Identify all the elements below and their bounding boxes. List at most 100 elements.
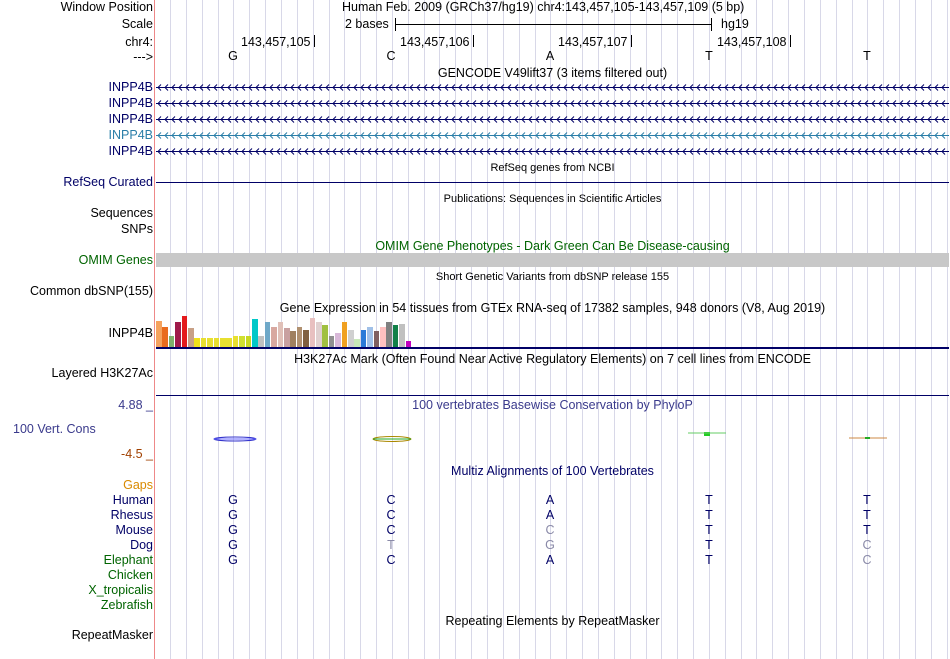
refseq-label[interactable]: RefSeq Curated <box>63 175 153 189</box>
gencode-gene-model[interactable] <box>156 99 949 108</box>
species-label-human[interactable]: Human <box>112 493 153 507</box>
species-label-mouse[interactable]: Mouse <box>115 523 153 537</box>
gtex-tissue-bar[interactable] <box>277 322 284 347</box>
gtex-tissue-bar[interactable] <box>335 333 341 347</box>
gencode-gene-model[interactable] <box>156 115 949 124</box>
gtex-tissue-bar[interactable] <box>392 325 399 347</box>
species-label-elephant[interactable]: Elephant <box>103 553 153 567</box>
gtex-tissue-bar[interactable] <box>264 322 271 347</box>
gtex-tissue-bar[interactable] <box>386 322 392 347</box>
alignment-base: A <box>545 508 555 522</box>
grid-line <box>741 0 742 659</box>
gtex-tissue-bar[interactable] <box>322 325 328 347</box>
grid-line <box>883 0 884 659</box>
gtex-tissue-bar[interactable] <box>354 339 360 347</box>
gencode-gene-model[interactable] <box>156 131 949 140</box>
gtex-tissue-bar[interactable] <box>168 336 175 347</box>
species-label-rhesus[interactable]: Rhesus <box>110 508 153 522</box>
gtex-tissue-bar[interactable] <box>296 327 303 347</box>
grid-line <box>788 0 789 659</box>
coord-tick <box>631 35 632 47</box>
phylop-label[interactable]: 100 Vert. Cons <box>13 422 96 436</box>
gencode-item-label[interactable]: INPP4B <box>108 128 153 142</box>
h3k27-label[interactable]: Layered H3K27Ac <box>51 366 153 380</box>
dbsnp-track-title[interactable]: Short Genetic Variants from dbSNP releas… <box>435 271 670 283</box>
gtex-tissue-bar[interactable] <box>213 338 220 347</box>
gtex-tissue-bar[interactable] <box>360 330 367 347</box>
gencode-gene-model[interactable] <box>156 147 949 156</box>
gtex-tissue-bar[interactable] <box>303 330 309 347</box>
alignment-base: C <box>862 538 872 552</box>
gencode-item-label[interactable]: INPP4B <box>108 96 153 110</box>
gtex-bar-chart[interactable] <box>156 316 536 347</box>
repeat-label[interactable]: RepeatMasker <box>71 628 153 642</box>
species-label-chicken[interactable]: Chicken <box>107 568 153 582</box>
gtex-tissue-bar[interactable] <box>220 338 226 347</box>
omim-gene-bar[interactable] <box>156 253 949 267</box>
gtex-tissue-bar[interactable] <box>380 327 386 347</box>
gtex-tissue-bar[interactable] <box>156 321 162 347</box>
species-label-dog[interactable]: Dog <box>130 538 153 552</box>
refseq-track-title[interactable]: RefSeq genes from NCBI <box>490 162 615 174</box>
gtex-tissue-bar[interactable] <box>258 336 264 347</box>
grid-line <box>693 0 694 659</box>
assembly-title: Human Feb. 2009 (GRCh37/hg19) chr4:143,4… <box>342 0 745 14</box>
omim-track-title[interactable]: OMIM Gene Phenotypes - Dark Green Can Be… <box>375 239 730 253</box>
gtex-tissue-bar[interactable] <box>181 316 188 347</box>
gtex-tissue-bar[interactable] <box>316 322 322 347</box>
omim-label[interactable]: OMIM Genes <box>78 253 153 267</box>
gtex-tissue-bar[interactable] <box>207 338 213 347</box>
gtex-tissue-bar[interactable] <box>348 330 354 347</box>
repeat-track-title[interactable]: Repeating Elements by RepeatMasker <box>445 614 660 628</box>
gtex-tissue-bar[interactable] <box>194 338 200 347</box>
gtex-tissue-bar[interactable] <box>271 327 277 347</box>
gencode-item-label[interactable]: INPP4B <box>108 112 153 126</box>
gtex-tissue-bar[interactable] <box>290 331 296 347</box>
gtex-label[interactable]: INPP4B <box>108 326 153 340</box>
gtex-tissue-bar[interactable] <box>226 338 232 347</box>
grid-line <box>709 0 710 659</box>
coord-label: 143,457,107 <box>558 35 628 49</box>
pubs-track-title[interactable]: Publications: Sequences in Scientific Ar… <box>443 193 662 205</box>
gtex-tissue-bar[interactable] <box>284 328 290 347</box>
dbsnp-label[interactable]: Common dbSNP(155) <box>30 284 153 298</box>
strand-arrows <box>157 132 946 139</box>
gtex-tissue-bar[interactable] <box>239 336 245 347</box>
strand-arrows <box>157 148 946 155</box>
gtex-tissue-bar[interactable] <box>309 318 316 347</box>
phylop-mark <box>849 437 887 439</box>
snps-label[interactable]: SNPs <box>121 222 153 236</box>
h3k27-track-title[interactable]: H3K27Ac Mark (Often Found Near Active Re… <box>294 352 811 366</box>
grid-line <box>487 0 488 659</box>
gtex-tissue-bar[interactable] <box>175 322 181 347</box>
gtex-tissue-bar[interactable] <box>405 341 412 347</box>
gtex-tissue-bar[interactable] <box>188 328 194 347</box>
alignment-base: T <box>863 523 871 537</box>
gtex-tissue-bar[interactable] <box>328 336 335 347</box>
gtex-tissue-bar[interactable] <box>252 319 258 347</box>
gtex-tissue-bar[interactable] <box>200 338 207 347</box>
gtex-tissue-bar[interactable] <box>245 336 252 347</box>
gtex-tissue-bar[interactable] <box>373 331 380 347</box>
gencode-item-label[interactable]: INPP4B <box>108 80 153 94</box>
gtex-tissue-bar[interactable] <box>367 327 373 347</box>
species-label-zebrafish[interactable]: Zebrafish <box>100 598 153 612</box>
alignment-base: G <box>228 508 238 522</box>
grid-line <box>614 0 615 659</box>
gtex-tissue-bar[interactable] <box>341 322 348 347</box>
gaps-label[interactable]: Gaps <box>123 478 153 492</box>
sequences-label[interactable]: Sequences <box>90 206 153 220</box>
gencode-item-label[interactable]: INPP4B <box>108 144 153 158</box>
grid-line <box>360 0 361 659</box>
gencode-track-title[interactable]: GENCODE V49lift37 (3 items filtered out) <box>437 66 668 80</box>
multiz-track-title[interactable]: Multiz Alignments of 100 Vertebrates <box>451 464 654 478</box>
gtex-tissue-bar[interactable] <box>399 324 405 347</box>
phylop-graph[interactable] <box>156 425 949 450</box>
gtex-tissue-bar[interactable] <box>162 327 168 347</box>
gencode-gene-model[interactable] <box>156 83 949 92</box>
species-label-x_tropicalis[interactable]: X_tropicalis <box>88 583 153 597</box>
phylop-track-title[interactable]: 100 vertebrates Basewise Conservation by… <box>412 398 693 412</box>
refseq-gene-line[interactable] <box>156 182 949 183</box>
gtex-track-title[interactable]: Gene Expression in 54 tissues from GTEx … <box>279 301 826 315</box>
gtex-tissue-bar[interactable] <box>232 336 239 347</box>
